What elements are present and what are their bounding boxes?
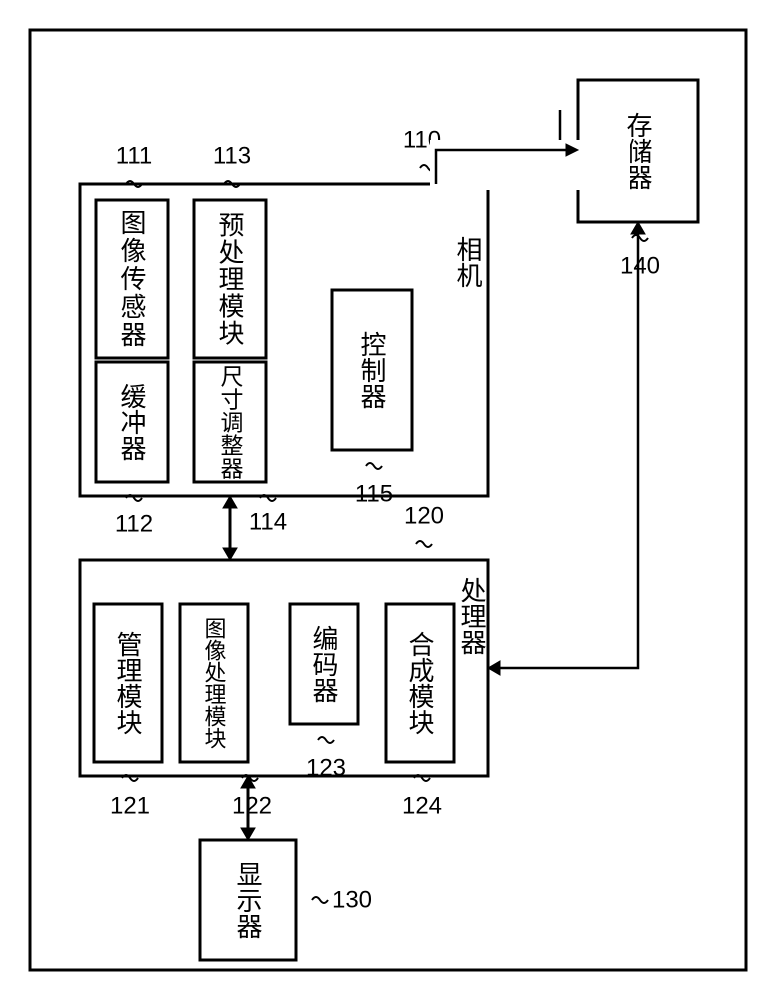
image-sensor-ref: 111 [116, 143, 152, 170]
processor-label: 处理器 [457, 577, 487, 655]
encoder-ref: 123 [306, 755, 346, 782]
composite-ref: 124 [402, 793, 442, 820]
arrow-camera-storage-clean [430, 140, 630, 190]
camera-label: 相机 [453, 236, 483, 288]
resizer-label: 尺寸调整器 [217, 365, 244, 480]
composite-label: 合成模块 [405, 631, 435, 735]
display-label: 显示器 [233, 861, 263, 939]
imgproc-ref: 122 [232, 793, 272, 820]
preproc-label: 预处理模块 [215, 212, 245, 347]
block-diagram: 相机 110 图像传感器 111 缓冲器 112 预处理模块 113 尺寸调整器… [0, 0, 776, 1000]
encoder-label: 编码器 [309, 625, 339, 703]
image-sensor-label: 图像传感器 [117, 209, 147, 349]
controller-label: 控制器 [357, 331, 387, 409]
preproc-ref: 113 [213, 143, 251, 170]
storage-ref: 140 [620, 253, 660, 280]
buffer-label: 缓冲器 [117, 383, 147, 461]
imgproc-label: 图像处理模块 [202, 617, 227, 749]
mgmt-label: 管理模块 [113, 631, 143, 735]
display-ref: 130 [332, 887, 372, 914]
resizer-ref: 114 [249, 509, 287, 536]
buffer-ref: 112 [115, 511, 153, 538]
mgmt-ref: 121 [110, 793, 150, 820]
processor-ref: 120 [404, 503, 444, 530]
controller-ref: 115 [355, 481, 393, 508]
